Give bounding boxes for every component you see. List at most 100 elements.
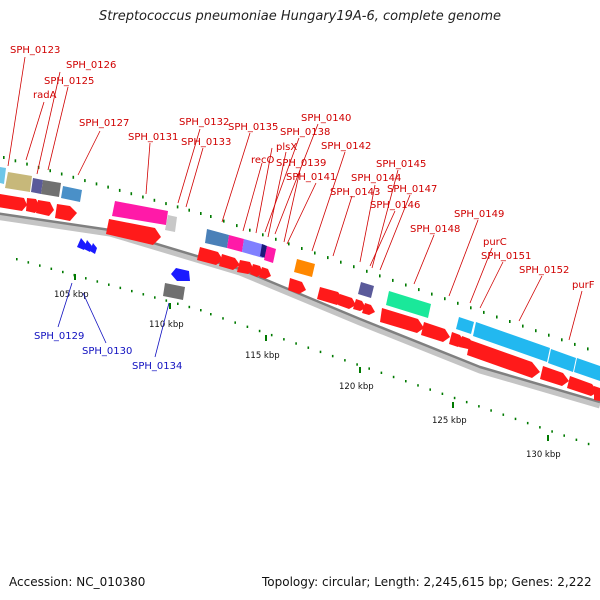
gene-label: SPH_0135: [228, 122, 278, 133]
tick-mark: [509, 320, 511, 323]
cds-arrow: [250, 264, 263, 277]
tick-mark: [177, 302, 179, 305]
cds-arrow: [288, 278, 306, 294]
feature-box: [574, 358, 600, 381]
tick-mark: [60, 172, 63, 176]
cds-arrow: [26, 198, 40, 213]
tick-mark: [548, 333, 550, 337]
tick-mark: [327, 256, 329, 260]
tick-mark: [453, 396, 456, 400]
tick-mark: [27, 261, 30, 264]
cds-arrow: [594, 386, 600, 401]
cds-arrow: [55, 204, 77, 221]
tick-mark: [380, 371, 383, 374]
accession-text: Accession: NC_010380: [9, 575, 146, 589]
tick-mark: [118, 188, 121, 192]
gene-label: SPH_0144: [351, 173, 401, 184]
feature-box: [31, 178, 43, 194]
feature-box: [456, 317, 474, 334]
cds-arrow: [106, 219, 161, 245]
tick-mark: [307, 346, 310, 349]
forward-gene-labels: SPH_0123 SPH_0126 radA SPH_0125 SPH_0127…: [10, 45, 595, 291]
tick-mark: [418, 288, 420, 292]
feature-box: [264, 246, 276, 263]
tick-mark: [470, 306, 472, 310]
tick-mark: [356, 363, 358, 366]
tick-mark: [366, 269, 368, 273]
reverse-cds-arrow: [171, 268, 190, 281]
tick-mark: [142, 195, 144, 199]
scale-label: 110 kbp: [149, 320, 184, 330]
cds-arrow: [540, 366, 569, 386]
gene-label: SPH_0126: [66, 60, 116, 71]
gene-label: SPH_0152: [519, 265, 569, 276]
tick-mark: [270, 333, 273, 337]
cds-arrow: [362, 303, 375, 315]
tick-mark: [176, 205, 179, 209]
tick-mark: [405, 380, 407, 383]
tick-mark: [283, 338, 285, 341]
tick-mark: [153, 198, 156, 202]
feature-box: [386, 291, 431, 318]
major-tick-mark: [359, 367, 361, 373]
tick-mark: [210, 313, 212, 316]
reverse-cds-arrow: [90, 243, 97, 254]
feature-box: [165, 215, 177, 232]
tick-mark: [429, 388, 431, 391]
tick-mark: [551, 430, 553, 433]
feature-box: [0, 167, 6, 184]
cds-arrow: [219, 254, 240, 270]
tick-mark: [353, 265, 355, 269]
tick-mark: [222, 317, 224, 320]
cds-arrow: [338, 294, 356, 309]
gene-label: SPH_0142: [321, 141, 371, 152]
feature-box: [41, 180, 61, 197]
tick-mark: [295, 342, 297, 345]
tick-mark: [514, 417, 517, 421]
tick-mark: [465, 400, 468, 404]
feature-box: [358, 282, 374, 298]
reverse-feature-box: [163, 283, 185, 300]
gene-label: SPH_0132: [179, 117, 229, 128]
tick-mark: [72, 175, 75, 179]
scale-ticks: [3, 156, 590, 446]
tick-mark: [130, 192, 133, 196]
tick-mark: [223, 219, 225, 223]
feature-box: [473, 322, 550, 362]
gene-label: SPH_0127: [79, 118, 129, 129]
tick-mark: [483, 310, 485, 314]
cds-arrow: [421, 322, 450, 342]
reverse-cds-arrow: [77, 238, 86, 250]
tick-mark: [563, 434, 565, 437]
major-tick-mark: [169, 303, 171, 309]
feature-box: [112, 201, 168, 225]
tick-mark: [275, 237, 277, 241]
tick-mark: [262, 233, 264, 237]
tick-mark: [84, 179, 86, 183]
reverse-feature-track: [77, 238, 190, 300]
reverse-gene-labels: SPH_0129 SPH_0130 SPH_0134: [34, 331, 182, 372]
tick-mark: [200, 309, 202, 312]
reverse-cds-arrow: [84, 240, 92, 252]
cds-arrow: [380, 308, 424, 333]
forward-cds-track: [0, 194, 600, 401]
tick-mark: [85, 277, 87, 280]
tick-mark: [107, 185, 109, 189]
tick-mark: [154, 296, 156, 299]
tick-mark: [234, 321, 236, 324]
tick-mark: [522, 324, 524, 328]
gene-label: SPH_0125: [44, 76, 94, 87]
tick-mark: [119, 286, 122, 290]
feature-box: [205, 229, 229, 248]
tick-mark: [188, 208, 190, 212]
feature-box: [5, 172, 32, 192]
gene-label: SPH_0133: [181, 137, 231, 148]
tick-mark: [188, 305, 191, 309]
tick-mark: [50, 267, 53, 270]
tick-mark: [165, 299, 168, 302]
cds-arrow: [259, 267, 271, 279]
tick-mark: [14, 159, 17, 163]
tick-mark: [502, 413, 505, 416]
tick-mark: [258, 329, 261, 333]
tick-mark: [319, 350, 322, 354]
